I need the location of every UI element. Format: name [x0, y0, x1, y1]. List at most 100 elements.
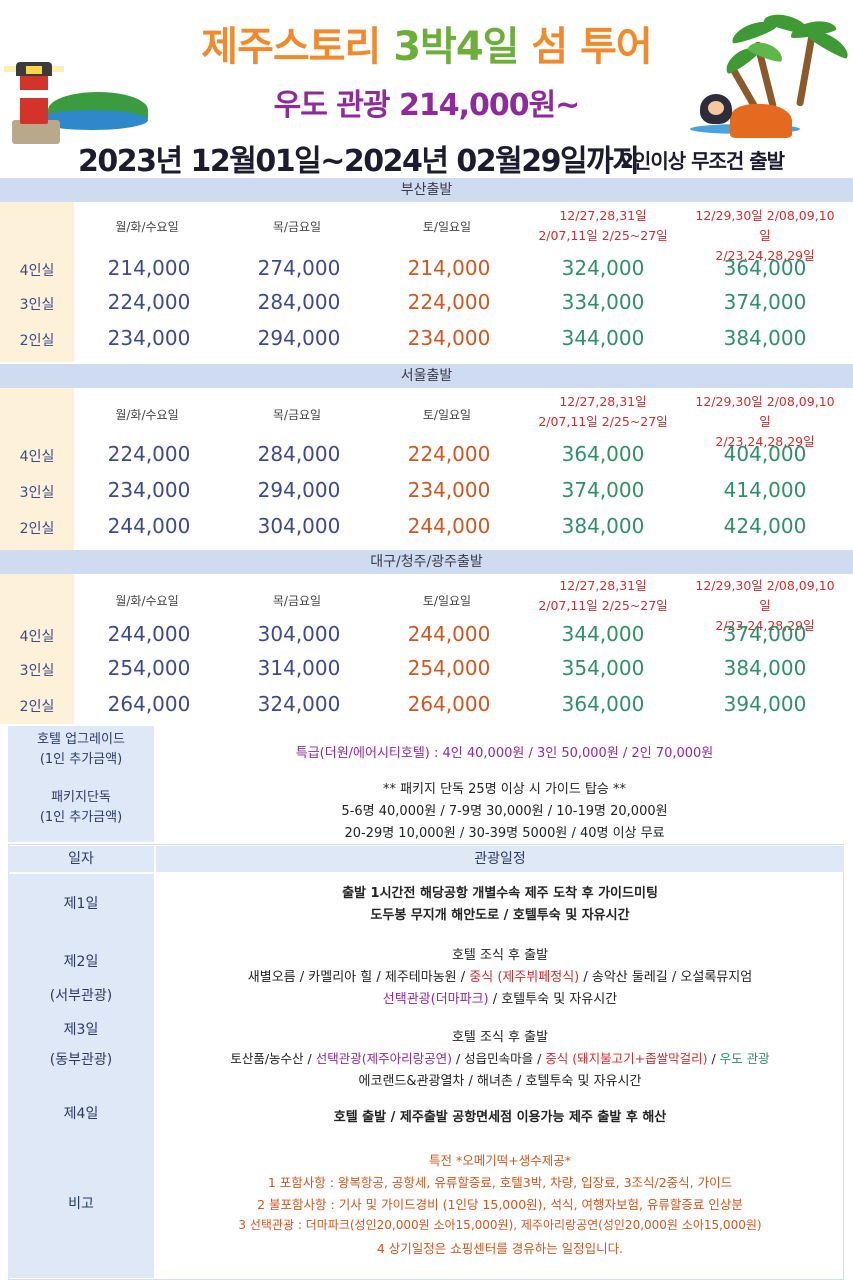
col-peak2: 12/29,30일 2/08,09,10일 2/23,24,28,29일: [695, 208, 835, 263]
day4-label: 제4일: [63, 1106, 99, 1122]
price-cell: 404,000: [723, 442, 807, 466]
row-label-3: 3인실: [19, 485, 55, 501]
package-line-1: ** 패키지 단독 25명 이상 시 가이드 탑승 **: [382, 782, 627, 797]
row-label-2: 2인실: [19, 521, 55, 537]
price-cell: 214,000: [407, 256, 491, 280]
price-cell: 234,000: [107, 326, 191, 350]
package-line-3: 20-29명 10,000원 / 30-39명 5000원 / 40명 이상 무…: [344, 826, 665, 841]
itinerary-day-column: [8, 874, 154, 1278]
room-type-panel: [0, 202, 74, 362]
price-cell: 284,000: [257, 290, 341, 314]
day3-line-2: 토산품/농수산 / 선택관광(제주아리랑공연) / 성읍민속마을 / 중식 (돼…: [230, 1051, 770, 1066]
row-label-4: 4인실: [19, 263, 55, 279]
day3-line-1: 호텔 조식 후 출발: [451, 1030, 549, 1045]
price-cell: 224,000: [107, 442, 191, 466]
col-weekend: 토/일요일: [422, 594, 472, 608]
col-peak2: 12/29,30일 2/08,09,10일 2/23,24,28,29일: [695, 578, 835, 633]
remarks-label: 비고: [68, 1196, 94, 1212]
price-section-seoul: 서울출발 월/화/수요일 목/금요일 토/일요일 12/27,28,31일 2/0…: [0, 364, 853, 550]
extra-side-panel: [8, 726, 154, 842]
row-label-2: 2인실: [19, 333, 55, 349]
row-label-3: 3인실: [19, 297, 55, 313]
remark-1: 1 포함사항 : 왕복항공, 공항세, 유류할증료, 호텔3박, 차량, 입장료…: [267, 1175, 733, 1190]
price-cell: 394,000: [723, 692, 807, 716]
price-cell: 344,000: [561, 326, 645, 350]
price-cell: 224,000: [407, 442, 491, 466]
price-cell: 384,000: [723, 326, 807, 350]
room-type-panel: [0, 574, 74, 724]
col-thufri: 목/금요일: [272, 220, 322, 234]
price-cell: 324,000: [561, 256, 645, 280]
room-type-panel: [0, 388, 74, 550]
price-cell: 214,000: [107, 256, 191, 280]
col-peak1: 12/27,28,31일 2/07,11일 2/25~27일: [538, 208, 668, 243]
remark-2: 2 불포함사항 : 기사 및 가이드경비 (1인당 15,000원), 석식, …: [257, 1197, 743, 1212]
day3-label: 제3일 (동부관광): [49, 1022, 113, 1068]
col-peak1: 12/27,28,31일 2/07,11일 2/25~27일: [538, 394, 668, 429]
price-cell: 284,000: [257, 442, 341, 466]
price-cell: 244,000: [107, 514, 191, 538]
price-cell: 234,000: [407, 326, 491, 350]
price-cell: 374,000: [723, 622, 807, 646]
price-cell: 364,000: [723, 256, 807, 280]
section-title: 부산출발: [0, 178, 853, 202]
price-cell: 264,000: [407, 692, 491, 716]
price-cell: 424,000: [723, 514, 807, 538]
hotel-upgrade-label: 호텔 업그레이드 (1인 추가금액): [37, 732, 125, 767]
date-range: 2023년 12월01일~2024년 02월29일까지: [78, 144, 640, 179]
package-line-2: 5-6명 40,000원 / 7-9명 30,000원 / 10-19명 20,…: [341, 804, 668, 819]
col-weekend: 토/일요일: [422, 408, 472, 422]
price-cell: 364,000: [561, 442, 645, 466]
itinerary-head-day: 일자: [8, 846, 154, 872]
col-weekday: 월/화/수요일: [115, 594, 179, 608]
price-cell: 384,000: [723, 656, 807, 680]
row-label-2: 2인실: [19, 699, 55, 715]
price-cell: 254,000: [407, 656, 491, 680]
day1-label: 제1일: [63, 896, 99, 912]
price-cell: 274,000: [257, 256, 341, 280]
remark-4: 4 상기일정은 쇼핑센터를 경유하는 일정입니다.: [376, 1241, 624, 1256]
price-cell: 264,000: [107, 692, 191, 716]
price-cell: 234,000: [407, 478, 491, 502]
price-cell: 344,000: [561, 622, 645, 646]
price-cell: 234,000: [107, 478, 191, 502]
day3-line-3: 에코랜드&관광열차 / 해녀촌 / 호텔투숙 및 자유시간: [358, 1074, 642, 1089]
price-cell: 334,000: [561, 290, 645, 314]
col-thufri: 목/금요일: [272, 408, 322, 422]
price-cell: 414,000: [723, 478, 807, 502]
price-section-daegu: 대구/청주/광주출발 월/화/수요일 목/금요일 토/일요일 12/27,28,…: [0, 550, 853, 726]
price-cell: 324,000: [257, 692, 341, 716]
price-cell: 304,000: [257, 622, 341, 646]
section-title: 대구/청주/광주출발: [0, 550, 853, 574]
price-cell: 374,000: [561, 478, 645, 502]
col-weekday: 월/화/수요일: [115, 220, 179, 234]
itinerary-table: 일자 관광일정 제1일 출발 1시간전 해당공항 개별수속 제주 도착 후 가이…: [0, 844, 853, 1280]
price-cell: 294,000: [257, 478, 341, 502]
price-cell: 244,000: [407, 622, 491, 646]
itinerary-head-schedule: 관광일정: [156, 846, 844, 872]
price-cell: 384,000: [561, 514, 645, 538]
col-weekend: 토/일요일: [422, 220, 472, 234]
day2-line-3: 선택관광(더마파크) / 호텔투숙 및 자유시간: [382, 992, 618, 1007]
hotel-upgrade-text: 특급(더원/에어시티호텔) : 4인 40,000원 / 3인 50,000원 …: [295, 746, 714, 761]
package-label: 패키지단독 (1인 추가금액): [39, 790, 123, 825]
price-cell: 224,000: [407, 290, 491, 314]
price-cell: 374,000: [723, 290, 807, 314]
price-cell: 294,000: [257, 326, 341, 350]
poster-header: 제주스토리 3박4일 섬 투어 우도 관광 214,000원~ 2023년 12…: [0, 0, 853, 179]
price-section-busan: 부산출발 월/화/수요일 목/금요일 토/일요일 12/27,28,31일 2/0…: [0, 178, 853, 364]
price-cell: 364,000: [561, 692, 645, 716]
remark-3: 3 선택관광 : 더마파크(성인20,000원 소아15,000원), 제주아리…: [238, 1218, 762, 1232]
col-thufri: 목/금요일: [272, 594, 322, 608]
day1-line-2: 도두봉 무지개 해안도로 / 호텔투숙 및 자유시간: [370, 908, 630, 923]
row-label-4: 4인실: [19, 449, 55, 465]
section-title: 서울출발: [0, 364, 853, 388]
extra-charges: 호텔 업그레이드 (1인 추가금액) 특급(더원/에어시티호텔) : 4인 40,…: [0, 726, 853, 844]
price-cell: 224,000: [107, 290, 191, 314]
page-title: 제주스토리 3박4일 섬 투어: [201, 24, 652, 70]
departure-note: 2인이상 무조건 출발: [620, 149, 785, 173]
price-cell: 314,000: [257, 656, 341, 680]
price-cell: 254,000: [107, 656, 191, 680]
col-peak2: 12/29,30일 2/08,09,10일 2/23,24,28,29일: [695, 394, 835, 449]
price-cell: 304,000: [257, 514, 341, 538]
